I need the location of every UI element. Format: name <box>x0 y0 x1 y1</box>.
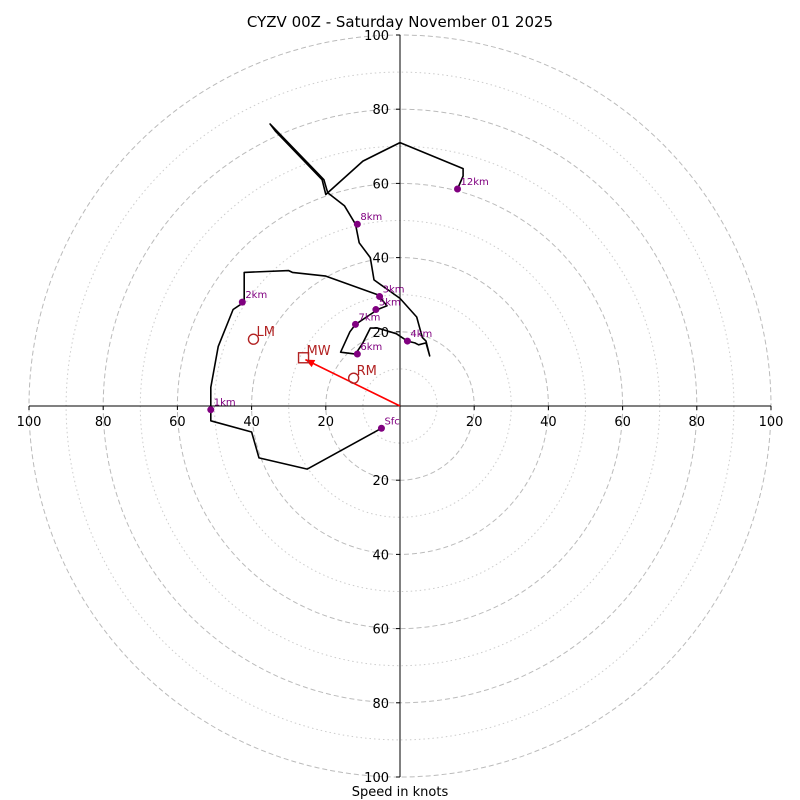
x-tick-label: 100 <box>759 415 784 430</box>
x-tick-label: 60 <box>614 415 631 430</box>
tick-labels: 100 80 60 40 20 20 40 60 80 100100806040202040608… <box>17 29 784 786</box>
height-marker-7km <box>351 320 359 328</box>
height-label-5km: 5km <box>379 298 401 309</box>
height-marker-5km <box>372 306 380 314</box>
height-marker-8km <box>353 220 361 228</box>
motion-label-MW: MW <box>307 344 331 359</box>
height-marker-Sfc <box>377 424 385 432</box>
y-tick-label: 20 <box>372 474 389 489</box>
x-tick-label: 60 <box>169 415 186 430</box>
height-label-2km: 2km <box>245 290 267 301</box>
x-tick-label: 40 <box>243 415 260 430</box>
y-tick-label: 40 <box>372 252 389 267</box>
height-label-4km: 4km <box>410 329 432 340</box>
height-label-6km: 6km <box>360 342 382 353</box>
y-tick-label: 80 <box>372 697 389 712</box>
height-label-8km: 8km <box>360 212 382 223</box>
height-marker-1km <box>207 406 215 414</box>
x-tick-label: 80 <box>95 415 112 430</box>
y-tick-label: 100 <box>364 771 389 786</box>
x-tick-label: 80 <box>689 415 706 430</box>
height-label-3km: 3km <box>383 285 405 296</box>
height-marker-6km <box>353 350 361 358</box>
x-tick-label: 100 <box>17 415 42 430</box>
storm-motion: LM MW RM <box>247 325 401 407</box>
height-label-7km: 7km <box>358 312 380 323</box>
x-tick-label: 20 <box>318 415 335 430</box>
height-label-12km: 12km <box>461 177 489 188</box>
y-tick-label: 100 <box>364 29 389 44</box>
height-markers: Sfc 1km 2km 3km 4km 5km 6km 7km 8km 12km <box>207 177 489 432</box>
motion-label-LM: LM <box>256 325 274 340</box>
height-marker-4km <box>403 337 411 345</box>
chart-title: CYZV 00Z - Saturday November 01 2025 <box>247 13 553 31</box>
x-axis-label: Speed in knots <box>352 785 449 800</box>
height-marker-12km <box>454 185 462 193</box>
y-tick-label: 80 <box>372 103 389 118</box>
y-tick-label: 40 <box>372 548 389 563</box>
height-label-Sfc: Sfc <box>384 416 399 427</box>
height-marker-3km <box>376 293 384 301</box>
x-tick-label: 40 <box>540 415 557 430</box>
motion-marker-RM <box>347 372 360 384</box>
y-tick-label: 60 <box>372 177 389 192</box>
height-marker-2km <box>238 298 246 306</box>
height-label-1km: 1km <box>214 398 236 409</box>
motion-marker-LM <box>247 333 260 345</box>
motion-marker-MW <box>297 352 310 364</box>
x-tick-label: 20 <box>466 415 483 430</box>
y-tick-label: 60 <box>372 623 389 638</box>
motion-label-RM: RM <box>357 364 377 379</box>
